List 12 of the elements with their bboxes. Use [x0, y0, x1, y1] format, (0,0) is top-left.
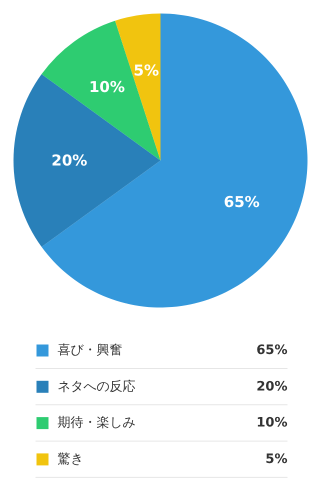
data-label: 5% — [134, 61, 159, 80]
text: 20% — [256, 379, 288, 394]
text: 10% — [256, 416, 288, 431]
legend-label: 驚き — [58, 452, 84, 467]
legend-label: 喜び・興奮 — [58, 343, 122, 358]
text: 5% — [265, 452, 288, 467]
data-label: 65% — [224, 192, 260, 211]
legend-label: 期待・楽しみ — [58, 416, 136, 431]
legend-label: ネタへの反応 — [58, 378, 136, 394]
text: 65% — [256, 343, 288, 358]
data-label: 20% — [51, 152, 88, 170]
data-label: 10% — [88, 78, 125, 96]
